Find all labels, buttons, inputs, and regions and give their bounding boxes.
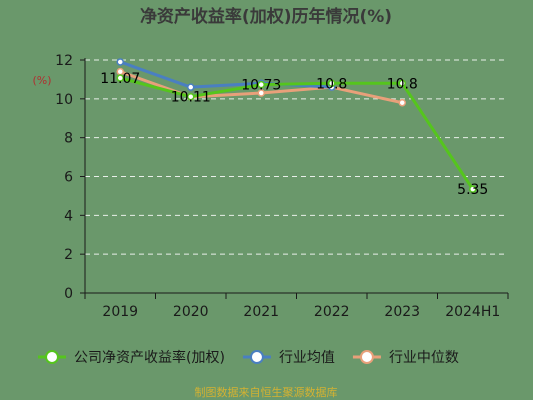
y-tick-label-4: 4 [64, 208, 73, 224]
data-label-4: 10.8 [387, 76, 418, 92]
data-label-3: 10.8 [316, 76, 347, 92]
series-0-point-1 [187, 92, 195, 101]
legend-item-0: 公司净资产收益率(加权) [38, 349, 225, 366]
y-tick-label-0: 0 [64, 286, 73, 302]
legend: 公司净资产收益率(加权) 行业均值 行业中位数 [38, 349, 459, 366]
footer-source: 制图数据来自恒生聚源数据库 [195, 385, 338, 399]
y-axis-label: (%) [32, 74, 51, 87]
data-label-0: 11.07 [100, 71, 140, 87]
series-0-point-4 [398, 79, 406, 88]
x-tick-label-2022: 2022 [314, 304, 350, 320]
legend-swatch-marker-2 [359, 350, 374, 364]
y-tick-label-2: 2 [64, 247, 73, 263]
legend-item-2: 行业中位数 [352, 350, 459, 366]
legend-swatch-marker-1 [249, 350, 264, 364]
series-0-point-3 [328, 79, 336, 88]
x-axis: 2019 2020 2021 2022 2023 2024H1 [84, 292, 509, 320]
y-tick-label-12: 12 [55, 53, 73, 69]
data-label-1: 10.11 [171, 90, 211, 106]
data-labels: 11.07 10.11 10.73 10.8 10.8 5.35 [100, 71, 488, 198]
legend-label-1: 行业均值 [279, 350, 335, 366]
legend-label-2: 行业中位数 [389, 350, 459, 366]
series-group [116, 58, 477, 193]
series-0-point-2 [257, 80, 265, 89]
x-tick-label-2019: 2019 [102, 304, 138, 320]
series-1-point-1 [187, 83, 195, 91]
y-tick-label-10: 10 [55, 92, 73, 108]
y-axis-ticks: 0 2 4 6 8 10 12 [55, 53, 86, 302]
legend-item-1: 行业均值 [242, 350, 335, 366]
x-tick-label-2021: 2021 [243, 304, 279, 320]
y-tick-label-8: 8 [64, 131, 73, 147]
series-0-point-5 [469, 185, 477, 193]
chart-title: 净资产收益率(加权)历年情况(%) [140, 6, 392, 27]
data-label-5: 5.35 [457, 182, 488, 198]
series-1-point-0 [116, 58, 124, 66]
series-0-point-0 [116, 74, 124, 82]
series-line-0 [119, 76, 474, 190]
x-tick-label-2024H1: 2024H1 [445, 304, 500, 320]
data-label-2: 10.73 [241, 78, 281, 94]
legend-swatch-marker-0 [45, 350, 59, 364]
legend-label-0: 公司净资产收益率(加权) [74, 349, 225, 366]
y-tick-label-6: 6 [64, 170, 73, 186]
x-tick-label-2023: 2023 [384, 304, 420, 320]
series-2-point-4 [398, 98, 406, 107]
x-tick-label-2020: 2020 [173, 304, 209, 320]
series-2-point-2 [257, 89, 265, 97]
